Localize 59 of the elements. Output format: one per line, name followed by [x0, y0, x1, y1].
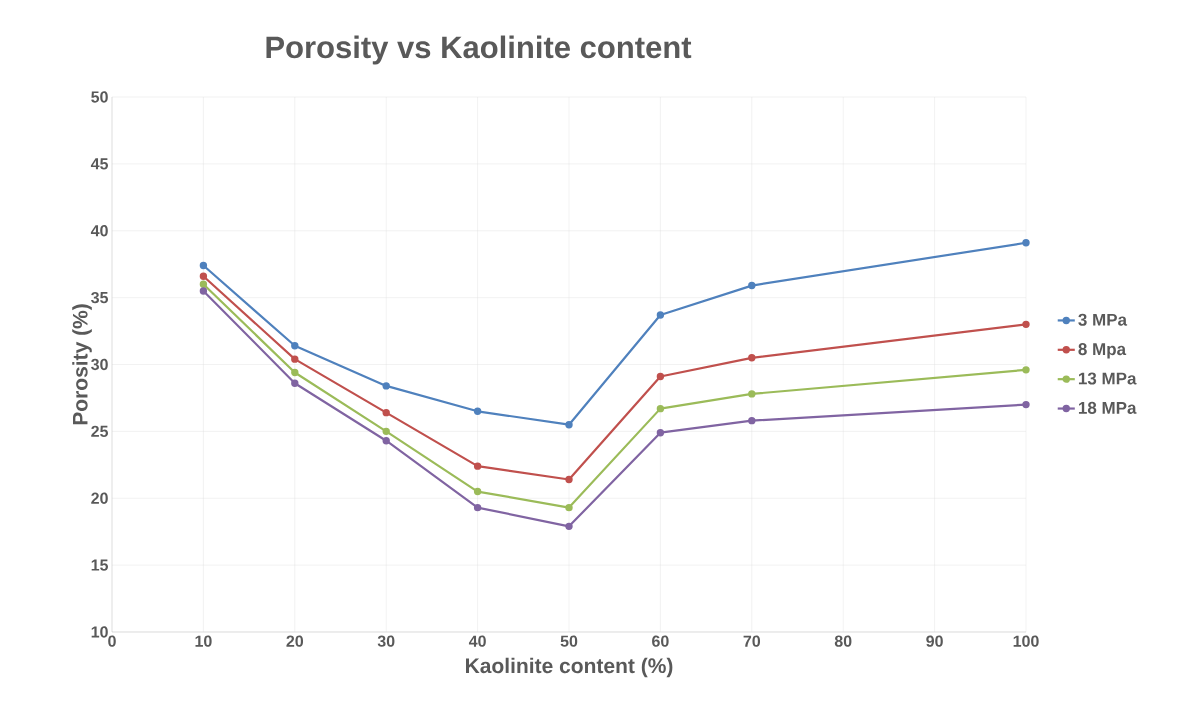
x-tick-label: 80 [834, 635, 852, 647]
point [382, 382, 390, 390]
y-tick-label: 15 [91, 559, 109, 571]
x-tick-label: 20 [286, 635, 304, 647]
legend-label: 3 MPa [1078, 313, 1128, 326]
point [748, 390, 756, 398]
point [656, 429, 665, 437]
point [565, 503, 573, 512]
y-tick-label: 25 [91, 425, 109, 438]
point [656, 372, 665, 381]
point [565, 522, 573, 531]
point [291, 355, 299, 363]
x-tick-label: 90 [926, 635, 943, 647]
point [473, 462, 482, 470]
x-tick-label: 40 [468, 635, 486, 647]
legend-label: 18 MPa [1078, 401, 1137, 414]
point [748, 416, 756, 425]
point [291, 379, 299, 387]
point [199, 280, 208, 288]
x-tick-label: 50 [560, 635, 578, 647]
point [1022, 239, 1030, 247]
y-tick-label: 40 [90, 225, 108, 237]
x-tick-label: 30 [377, 635, 395, 647]
point [473, 487, 482, 496]
y-tick-label: 20 [91, 492, 108, 504]
legend-label: 8 Mpa [1078, 343, 1127, 359]
x-tick-label: 100 [1013, 635, 1039, 647]
point [382, 437, 390, 445]
point [382, 408, 390, 417]
point [565, 475, 573, 484]
x-tick-label: 10 [195, 635, 212, 647]
y-tick-label: 10 [91, 626, 108, 638]
point [199, 272, 208, 280]
point [1022, 366, 1030, 374]
legend-label: 13 MPa [1078, 372, 1137, 385]
point [748, 281, 756, 290]
y-tick-label: 35 [91, 291, 109, 304]
point [382, 427, 390, 436]
point [473, 407, 482, 415]
point [291, 342, 299, 350]
chart-title: Porosity vs Kaolinite content [266, 35, 692, 65]
y-tick-label: 30 [91, 358, 108, 371]
x-tick-label: 60 [652, 635, 669, 647]
x-tick-label: 0 [108, 635, 116, 647]
y-tick-label: 45 [90, 158, 109, 170]
point [565, 420, 573, 429]
point [199, 287, 208, 295]
x-tick-label: 70 [743, 635, 761, 647]
point [199, 261, 208, 270]
point [748, 354, 756, 362]
point [656, 311, 665, 319]
y-axis-title: Porosity (%) [72, 304, 92, 425]
point [1022, 320, 1030, 329]
x-axis-title: Kaolinite content (%) [466, 657, 673, 678]
point [473, 503, 482, 512]
y-tick-label: 50 [91, 91, 108, 103]
point [656, 404, 665, 413]
point [1022, 400, 1030, 409]
point [291, 368, 299, 377]
